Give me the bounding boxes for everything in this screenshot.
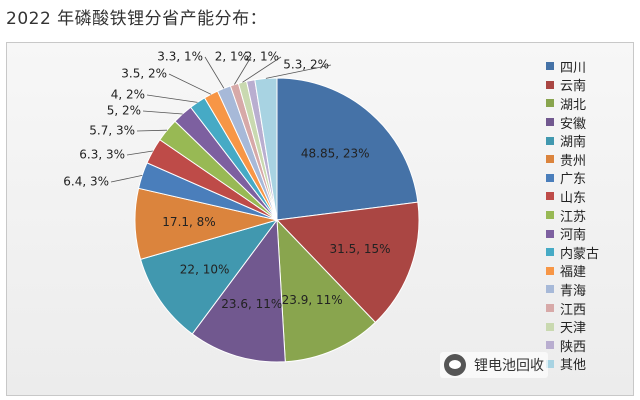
slice-label-2: 23.9, 11% xyxy=(282,293,343,307)
leader-line-12 xyxy=(204,56,225,89)
legend-swatch-11 xyxy=(546,266,554,275)
legend-swatch-16 xyxy=(546,359,554,368)
slice-label-14: 2, 1% xyxy=(245,50,279,64)
legend-item-11: 福建 xyxy=(540,262,626,281)
legend-item-9: 河南 xyxy=(540,224,626,243)
legend-label-3: 安徽 xyxy=(560,116,587,132)
slice-label-11: 3.5, 2% xyxy=(121,67,167,81)
legend-label-6: 广东 xyxy=(560,172,587,188)
pie-chart: 48.85, 23% 31.5, 15% 23.9, 11%23.6, 11% 22,… xyxy=(63,50,420,363)
slice-label-10: 4, 2% xyxy=(111,88,145,102)
legend-label-9: 河南 xyxy=(560,228,587,244)
legend-label-7: 山东 xyxy=(560,190,587,206)
legend-swatch-1 xyxy=(546,80,554,89)
legend-item-10: 内蒙古 xyxy=(540,243,626,262)
legend-item-7: 山东 xyxy=(540,187,626,206)
legend-label-15: 陕西 xyxy=(560,339,587,355)
slice-label-9: 5, 2% xyxy=(107,104,141,118)
legend-swatch-6 xyxy=(546,173,554,182)
leader-line-7 xyxy=(126,150,153,156)
legend-swatch-9 xyxy=(546,229,554,238)
slice-label-3: 23.6, 11% xyxy=(221,297,282,311)
leader-line-11 xyxy=(168,73,212,95)
page-title: 2022 年磷酸铁锂分省产能分布： xyxy=(6,9,268,29)
legend-item-0: 四川 xyxy=(540,57,626,76)
slice-label-4: 22, 10% xyxy=(180,263,230,277)
wechat-icon xyxy=(444,354,466,376)
pie-slice-4 xyxy=(139,219,279,335)
pie-slice-0 xyxy=(276,77,419,221)
watermark: 锂电池回收 xyxy=(440,352,548,378)
legend-item-6: 广东 xyxy=(540,169,626,188)
legend-swatch-12 xyxy=(546,285,554,294)
leader-line-14 xyxy=(242,56,282,83)
legend-label-4: 湖南 xyxy=(560,135,587,151)
legend-item-15: 陕西 xyxy=(540,336,626,355)
legend-item-14: 天津 xyxy=(540,317,626,336)
legend-swatch-0 xyxy=(546,62,554,71)
legend-swatch-8 xyxy=(546,211,554,220)
leader-line-9 xyxy=(142,110,183,115)
legend-swatch-10 xyxy=(546,248,554,257)
slice-label-1: 31.5, 15% xyxy=(329,242,390,256)
chart-legend: 四川云南湖北安徽湖南贵州广东山东江苏河南内蒙古福建青海江西天津陕西其他 xyxy=(540,57,626,373)
legend-swatch-5 xyxy=(546,155,554,164)
legend-item-1: 云南 xyxy=(540,76,626,95)
legend-label-2: 湖北 xyxy=(560,97,587,113)
slice-label-7: 6.3, 3% xyxy=(79,148,125,162)
legend-swatch-15 xyxy=(546,341,554,350)
leader-line-13 xyxy=(234,56,252,85)
legend-label-8: 江苏 xyxy=(560,209,587,225)
legend-item-8: 江苏 xyxy=(540,206,626,225)
legend-label-5: 贵州 xyxy=(560,153,587,169)
slice-label-12: 3.3, 1% xyxy=(157,50,203,64)
legend-swatch-14 xyxy=(546,322,554,331)
leader-line-8 xyxy=(136,129,168,132)
legend-item-13: 江西 xyxy=(540,299,626,318)
legend-label-13: 江西 xyxy=(560,302,587,318)
legend-item-12: 青海 xyxy=(540,280,626,299)
legend-label-14: 天津 xyxy=(560,321,587,337)
slice-label-16: 5.3, 2% xyxy=(283,58,329,72)
pie-slice-3 xyxy=(191,218,286,363)
legend-item-4: 湖南 xyxy=(540,131,626,150)
legend-item-16: 其他 xyxy=(540,355,626,374)
legend-swatch-4 xyxy=(546,136,554,145)
watermark-text: 锂电池回收 xyxy=(474,358,544,374)
pie-slice-1 xyxy=(275,201,420,324)
slice-label-6: 6.4, 3% xyxy=(63,175,109,189)
chart-frame: 48.85, 23% 31.5, 15% 23.9, 11% 23.6, 11% 22,… xyxy=(6,42,634,396)
legend-label-0: 四川 xyxy=(560,60,587,76)
legend-label-11: 福建 xyxy=(560,265,587,281)
leader-line-16 xyxy=(265,64,332,79)
legend-swatch-7 xyxy=(546,192,554,201)
legend-swatch-3 xyxy=(546,118,554,127)
pie-slice-16 xyxy=(254,77,278,221)
legend-label-10: 内蒙古 xyxy=(560,246,600,262)
legend-swatch-13 xyxy=(546,304,554,313)
slice-label-5: 17.1, 8% xyxy=(162,215,215,229)
legend-label-12: 青海 xyxy=(560,283,587,299)
slice-label-0: 48.85, 23% xyxy=(301,146,370,160)
legend-label-16: 其他 xyxy=(560,358,587,374)
legend-item-5: 贵州 xyxy=(540,150,626,169)
leader-line-6 xyxy=(110,175,143,183)
legend-swatch-2 xyxy=(546,99,554,108)
legend-item-2: 湖北 xyxy=(540,94,626,113)
slice-label-8: 5.7, 3% xyxy=(89,124,135,138)
pie-slice-2 xyxy=(276,218,377,363)
leader-line-10 xyxy=(146,94,198,103)
slice-label-13: 2, 1% xyxy=(215,50,249,64)
legend-label-1: 云南 xyxy=(560,79,587,95)
legend-item-3: 安徽 xyxy=(540,113,626,132)
